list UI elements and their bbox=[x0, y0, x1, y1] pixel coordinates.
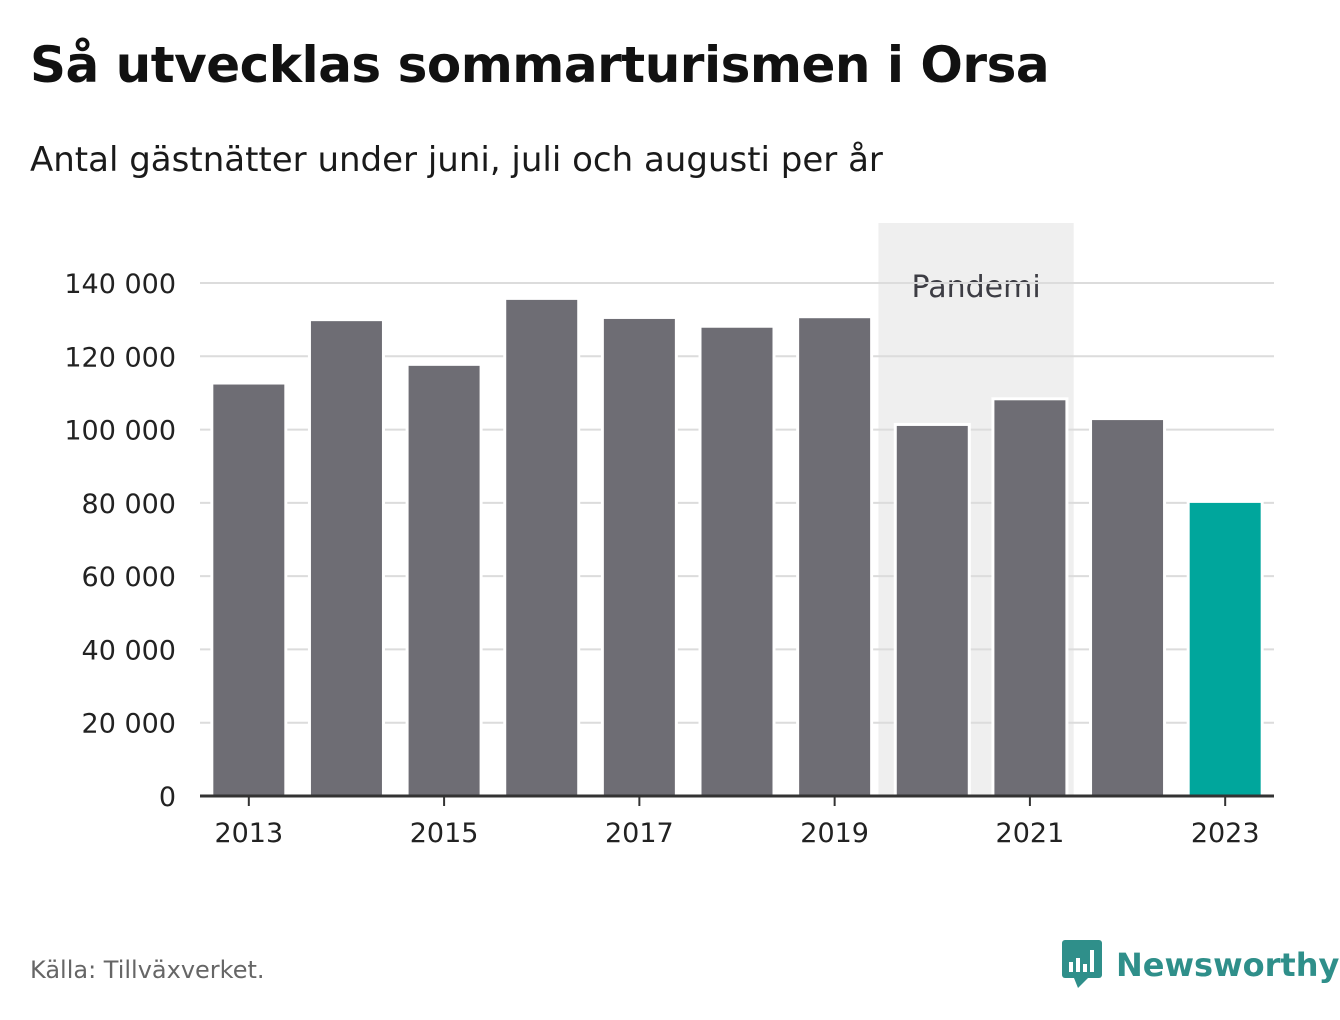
y-tick-label: 100 000 bbox=[64, 416, 176, 447]
y-tick-label: 40 000 bbox=[82, 635, 176, 666]
bar-2016 bbox=[503, 296, 581, 798]
brand-name: Newsworthy bbox=[1116, 946, 1340, 984]
bar-2018 bbox=[698, 324, 776, 798]
y-tick-label: 140 000 bbox=[64, 269, 176, 300]
brand: Newsworthy bbox=[1062, 940, 1339, 990]
bar-2017 bbox=[600, 315, 678, 798]
chart-title: Så utvecklas sommarturismen i Orsa bbox=[30, 36, 1050, 94]
bar-2015 bbox=[405, 362, 483, 798]
y-tick-label: 20 000 bbox=[82, 709, 176, 740]
source-note: Källa: Tillväxverket. bbox=[30, 956, 265, 984]
bar-2013 bbox=[210, 381, 288, 798]
y-tick-label: 120 000 bbox=[64, 342, 176, 373]
bar-2021 bbox=[991, 397, 1069, 798]
bar-2023 bbox=[1186, 499, 1264, 798]
bar-2019 bbox=[796, 315, 874, 798]
chart-subtitle: Antal gästnätter under juni, juli och au… bbox=[30, 140, 883, 180]
bar-2022 bbox=[1089, 417, 1167, 798]
x-tick-label: 2015 bbox=[410, 818, 479, 849]
y-tick-label: 80 000 bbox=[82, 489, 176, 520]
bar-2020 bbox=[893, 422, 971, 798]
y-tick-label: 60 000 bbox=[82, 562, 176, 593]
x-tick-label: 2017 bbox=[605, 818, 674, 849]
bar-2014 bbox=[307, 318, 385, 798]
y-tick-label: 0 bbox=[159, 782, 176, 813]
x-tick-label: 2019 bbox=[800, 818, 869, 849]
newsworthy-logo-icon bbox=[1062, 940, 1102, 988]
pandemic-label: Pandemi bbox=[911, 270, 1040, 305]
x-tick-label: 2021 bbox=[996, 818, 1065, 849]
x-tick-label: 2013 bbox=[214, 818, 283, 849]
x-tick-label: 2023 bbox=[1191, 818, 1260, 849]
